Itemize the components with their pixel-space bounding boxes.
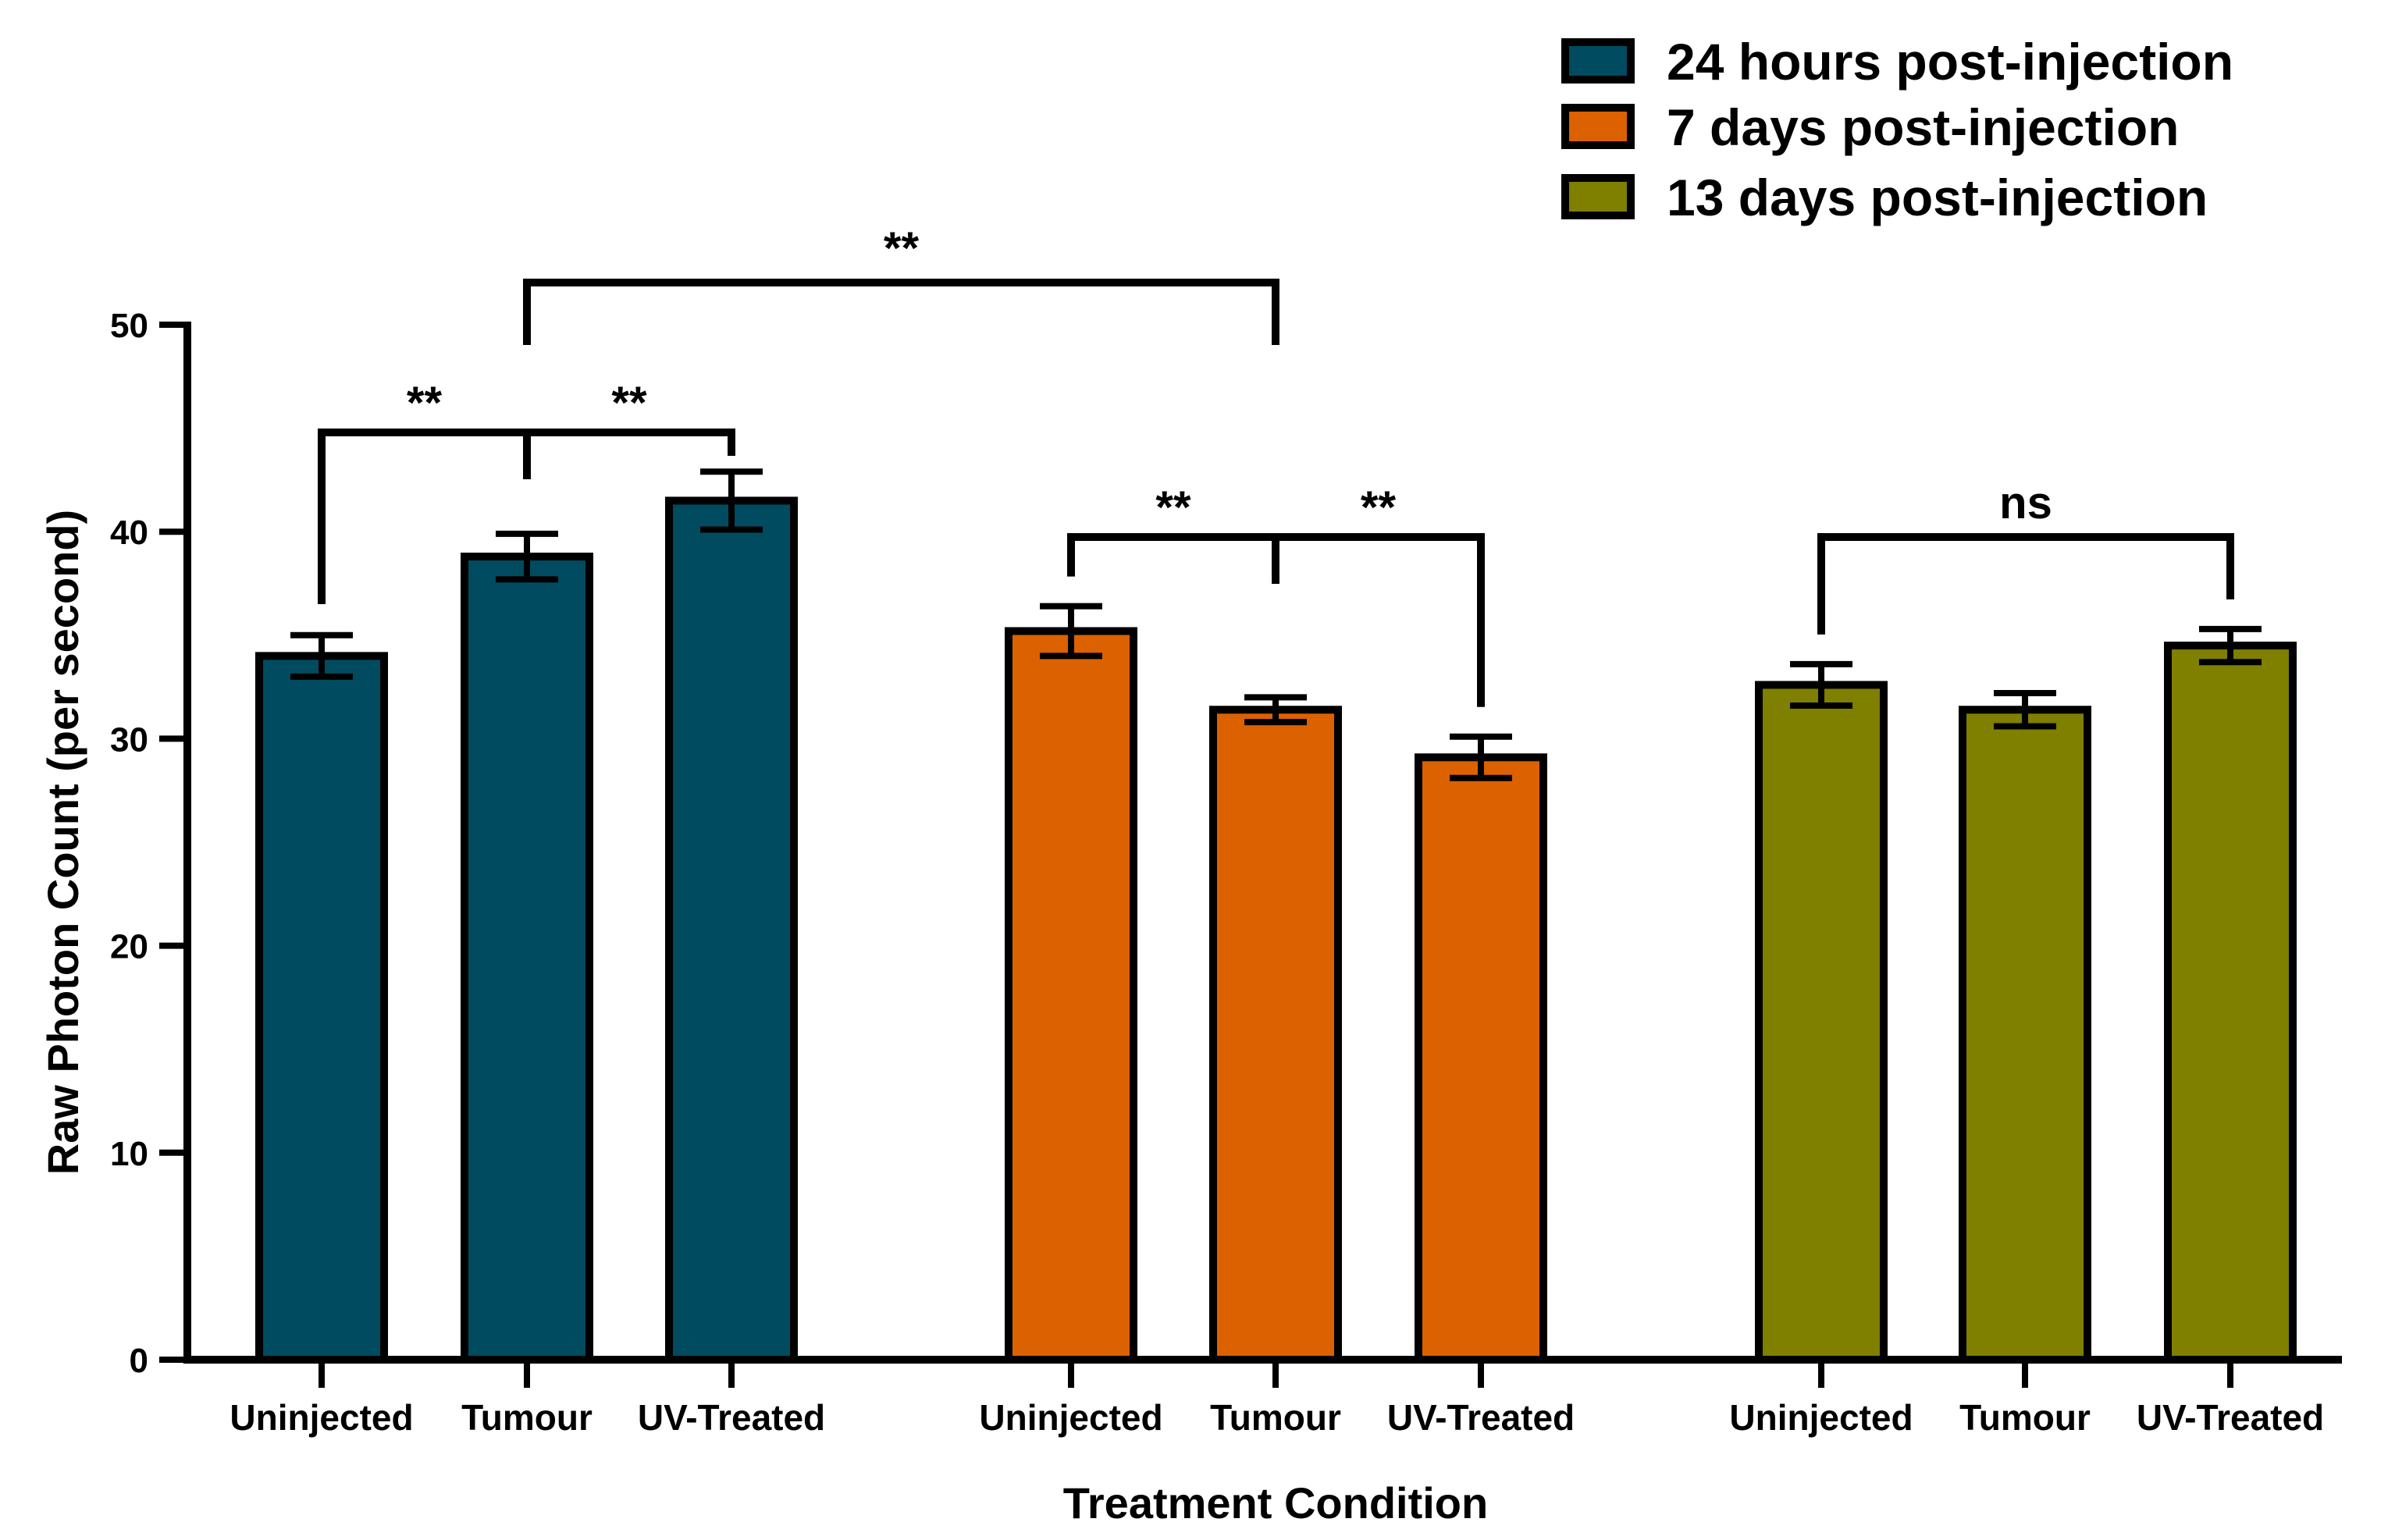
- significance-label-0-left: **: [407, 378, 443, 429]
- x-tick-label-2-0: Uninjected: [1729, 1397, 1913, 1438]
- legend-label-0: 24 hours post-injection: [1667, 33, 2233, 91]
- legend-label-2: 13 days post-injection: [1667, 169, 2208, 226]
- x-tick-label-1-0: Uninjected: [979, 1397, 1162, 1438]
- significance-label-3: ns: [1999, 478, 2052, 528]
- category-labels: Uninjected Tumour UV-Treated Uninjected Tumo…: [230, 1397, 2324, 1438]
- bars: [255, 468, 2297, 1388]
- x-tick-label-1-1: Tumour: [1210, 1397, 1341, 1438]
- bar-0-1: [461, 553, 593, 1364]
- y-tick-label-0: 0: [130, 1342, 148, 1380]
- x-axis-title: Treatment Condition: [1063, 1478, 1488, 1528]
- significance-bracket-3: [1817, 533, 2234, 635]
- significance-label-2-left: **: [1155, 482, 1191, 533]
- significance-label-1: **: [884, 223, 920, 274]
- bar-1-1: [1209, 706, 1342, 1364]
- bar-1-0: [1005, 627, 1137, 1364]
- y-axis-title: Raw Photon Count (per second): [38, 510, 87, 1175]
- legend-swatch-1: [1561, 104, 1635, 149]
- x-tick-label-0-1: Tumour: [461, 1397, 593, 1438]
- y-tick-label-20: 20: [110, 928, 148, 966]
- bar-1-2: [1415, 753, 1547, 1364]
- bar-2-0: [1755, 681, 1888, 1364]
- legend: 24 hours post-injection 7 days post-injec…: [1561, 33, 2233, 226]
- significance-label-0-right: **: [611, 378, 647, 429]
- legend-swatch-2: [1561, 174, 1635, 219]
- x-tick-label-2-1: Tumour: [1959, 1397, 2091, 1438]
- y-tick-label-50: 50: [110, 307, 148, 345]
- legend-label-1: 7 days post-injection: [1667, 98, 2179, 156]
- x-tick-label-0-2: UV-Treated: [638, 1397, 825, 1438]
- bar-2-2: [2164, 642, 2297, 1364]
- significance-brackets: ** ** ** ** ** ns: [318, 223, 2234, 707]
- y-tick-label-40: 40: [110, 514, 148, 552]
- legend-swatch-0: [1561, 38, 1635, 84]
- x-tick-label-2-2: UV-Treated: [2137, 1397, 2324, 1438]
- bar-0-2: [665, 496, 798, 1364]
- y-tick-label-30: 30: [110, 720, 148, 759]
- bar-0-0: [255, 652, 388, 1364]
- bar-2-1: [1959, 706, 2091, 1364]
- x-tick-label-0-0: Uninjected: [230, 1397, 413, 1438]
- significance-label-2-right: **: [1361, 482, 1397, 533]
- y-tick-label-10: 10: [110, 1135, 148, 1173]
- significance-bracket-1: [523, 279, 1279, 345]
- x-tick-label-1-2: UV-Treated: [1387, 1397, 1575, 1438]
